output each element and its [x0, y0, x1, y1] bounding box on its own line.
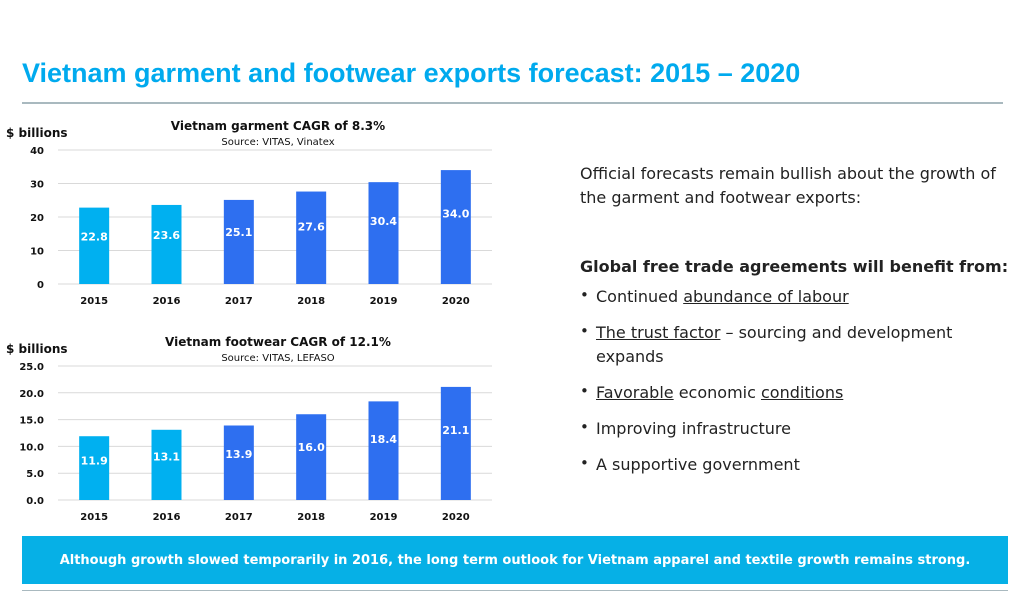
footwear-chart: Vietnam footwear CAGR of 12.1% Source: VI…	[0, 328, 510, 533]
footwear-y-tick-label: 15.0	[19, 416, 44, 427]
bottom-divider	[22, 590, 1008, 591]
benefit-item-labour: Continued abundance of labour	[580, 283, 1010, 309]
footwear-chart-svg: Vietnam footwear CAGR of 12.1% Source: VI…	[6, 335, 492, 523]
garment-x-tick-label: 2017	[225, 296, 253, 307]
benefits-heading: Global free trade agreements will benefi…	[580, 257, 1009, 276]
footwear-chart-title: Vietnam footwear CAGR of 12.1%	[165, 335, 391, 349]
garment-chart-title: Vietnam garment CAGR of 8.3%	[171, 119, 385, 133]
garment-x-tick-label: 2016	[153, 296, 181, 307]
garment-y-axis-label: $ billions	[6, 126, 68, 140]
garment-data-label: 34.0	[442, 207, 469, 220]
footwear-x-tick-label: 2015	[80, 512, 108, 523]
garment-bar-2018	[296, 191, 327, 284]
garment-bar-2017	[223, 199, 254, 284]
benefit-item-trust: The trust factor – sourcing and developm…	[580, 319, 1010, 369]
title-divider	[22, 102, 1003, 104]
forecast-summary: Official forecasts remain bullish about …	[580, 162, 1010, 489]
garment-data-label: 30.4	[370, 215, 397, 228]
footwear-y-tick-label: 25.0	[19, 362, 44, 373]
footwear-bar-2015	[79, 436, 110, 500]
garment-x-tick-label: 2019	[370, 296, 398, 307]
garment-x-tick-label: 2015	[80, 296, 108, 307]
footwear-x-tick-label: 2018	[297, 512, 325, 523]
footwear-bar-2020	[440, 386, 471, 500]
footwear-x-tick-label: 2017	[225, 512, 253, 523]
footwear-x-tick-label: 2020	[442, 512, 470, 523]
garment-chart: Vietnam garment CAGR of 8.3% Source: VITA…	[0, 112, 510, 317]
footwear-bar-2017	[223, 425, 254, 500]
benefit-item-infrastructure: Improving infrastructure	[580, 415, 1010, 441]
footwear-y-tick-label: 5.0	[26, 469, 44, 480]
footwear-data-label: 16.0	[298, 441, 325, 454]
footwear-bar-2016	[151, 429, 182, 500]
garment-bar-2020	[440, 170, 471, 284]
benefit-item-government: A supportive government	[580, 451, 1010, 477]
garment-y-tick-label: 10	[30, 247, 44, 258]
footwear-y-axis-label: $ billions	[6, 342, 68, 356]
footwear-data-label: 21.1	[442, 424, 469, 437]
footwear-chart-subtitle: Source: VITAS, LEFASO	[221, 353, 334, 364]
intro-text: Official forecasts remain bullish about …	[580, 164, 996, 207]
garment-bar-2019	[368, 182, 399, 284]
outlook-banner: Although growth slowed temporarily in 20…	[22, 536, 1008, 584]
footwear-x-tick-label: 2019	[370, 512, 398, 523]
garment-chart-subtitle: Source: VITAS, Vinatex	[221, 137, 334, 148]
footwear-y-tick-label: 0.0	[26, 496, 44, 507]
garment-x-tick-label: 2018	[297, 296, 325, 307]
footwear-data-label: 13.9	[225, 448, 252, 461]
garment-y-tick-label: 0	[37, 280, 44, 291]
garment-data-label: 23.6	[153, 229, 180, 242]
garment-y-tick-label: 40	[30, 146, 44, 157]
garment-bar-2016	[151, 204, 182, 284]
footwear-y-tick-label: 10.0	[19, 442, 44, 453]
footwear-data-label: 18.4	[370, 433, 397, 446]
footwear-x-tick-label: 2016	[153, 512, 181, 523]
garment-data-label: 27.6	[298, 221, 325, 234]
footwear-bar-2019	[368, 401, 399, 500]
benefits-list: Continued abundance of labour The trust …	[580, 283, 1010, 477]
garment-data-label: 22.8	[81, 231, 108, 244]
page-title: Vietnam garment and footwear exports for…	[22, 58, 801, 88]
footwear-data-label: 11.9	[81, 454, 108, 467]
garment-data-label: 25.1	[225, 226, 252, 239]
garment-chart-svg: Vietnam garment CAGR of 8.3% Source: VITA…	[6, 119, 492, 307]
garment-y-tick-label: 30	[30, 180, 44, 191]
benefit-item-conditions: Favorable economic conditions	[580, 379, 1010, 405]
footwear-y-tick-label: 20.0	[19, 389, 44, 400]
banner-text: Although growth slowed temporarily in 20…	[59, 552, 971, 568]
garment-x-tick-label: 2020	[442, 296, 470, 307]
footwear-data-label: 13.1	[153, 450, 180, 463]
garment-bar-2015	[79, 207, 110, 284]
footwear-bar-2018	[296, 414, 327, 500]
garment-y-tick-label: 20	[30, 213, 44, 224]
